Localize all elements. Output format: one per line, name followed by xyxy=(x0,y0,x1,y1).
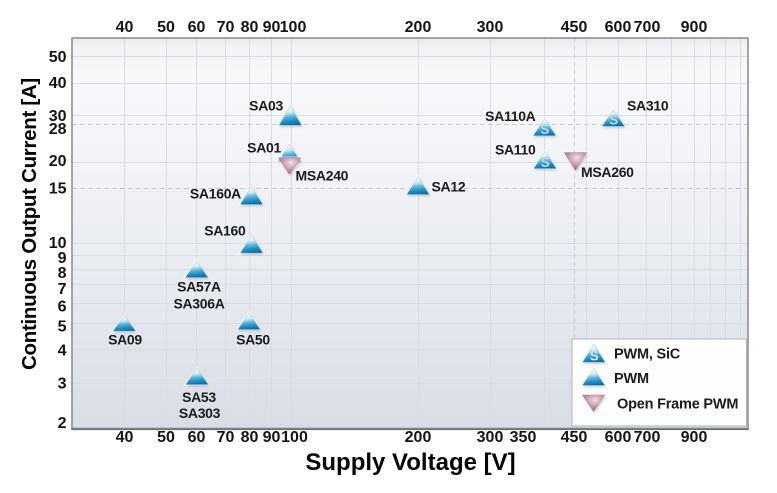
svg-text:7: 7 xyxy=(58,281,67,298)
svg-text:3: 3 xyxy=(58,376,67,393)
svg-text:350: 350 xyxy=(510,429,537,446)
svg-text:100: 100 xyxy=(281,429,308,446)
svg-text:40: 40 xyxy=(49,75,67,92)
svg-text:SA160: SA160 xyxy=(204,223,246,239)
svg-text:Supply Voltage [V]: Supply Voltage [V] xyxy=(305,449,515,476)
svg-text:50: 50 xyxy=(49,49,67,66)
svg-text:600: 600 xyxy=(605,429,632,446)
svg-text:Continuous Output Current [A]: Continuous Output Current [A] xyxy=(18,78,41,370)
svg-text:SA110: SA110 xyxy=(495,142,536,158)
svg-text:28: 28 xyxy=(49,121,67,138)
svg-text:40: 40 xyxy=(116,19,134,36)
svg-text:200: 200 xyxy=(405,19,432,36)
svg-text:8: 8 xyxy=(58,265,67,282)
svg-text:2: 2 xyxy=(58,415,67,432)
svg-text:200: 200 xyxy=(405,429,432,446)
svg-text:50: 50 xyxy=(157,19,175,36)
svg-text:100: 100 xyxy=(280,19,307,36)
svg-text:450: 450 xyxy=(561,429,588,446)
svg-text:SA53: SA53 xyxy=(182,389,216,405)
svg-text:SA306A: SA306A xyxy=(173,296,224,312)
svg-text:70: 70 xyxy=(217,19,235,36)
svg-text:80: 80 xyxy=(241,429,259,446)
svg-text:SA01: SA01 xyxy=(247,140,281,156)
svg-text:20: 20 xyxy=(49,153,67,170)
svg-text:60: 60 xyxy=(188,19,206,36)
svg-text:S: S xyxy=(609,113,618,128)
svg-text:SA09: SA09 xyxy=(108,332,142,348)
svg-text:900: 900 xyxy=(681,429,708,446)
svg-text:900: 900 xyxy=(681,19,708,36)
svg-text:SA03: SA03 xyxy=(249,98,283,114)
svg-text:SA160A: SA160A xyxy=(190,186,241,202)
svg-text:40: 40 xyxy=(116,429,134,446)
svg-text:30: 30 xyxy=(49,108,67,125)
svg-text:6: 6 xyxy=(58,299,67,316)
svg-text:700: 700 xyxy=(634,429,661,446)
svg-text:MSA260: MSA260 xyxy=(581,164,634,180)
svg-text:600: 600 xyxy=(605,19,632,36)
svg-text:10: 10 xyxy=(49,235,67,252)
svg-text:15: 15 xyxy=(49,181,67,198)
svg-text:S: S xyxy=(540,122,549,137)
svg-text:70: 70 xyxy=(217,429,235,446)
svg-text:90: 90 xyxy=(263,19,281,36)
svg-text:300: 300 xyxy=(477,19,504,36)
svg-text:5: 5 xyxy=(58,319,67,336)
svg-text:PWM: PWM xyxy=(614,371,649,387)
svg-text:S: S xyxy=(590,348,599,363)
svg-text:300: 300 xyxy=(477,429,504,446)
svg-text:SA50: SA50 xyxy=(236,332,270,348)
svg-text:SA303: SA303 xyxy=(179,405,221,421)
svg-text:SA57A: SA57A xyxy=(177,279,221,295)
svg-text:Open Frame PWM: Open Frame PWM xyxy=(617,397,738,413)
svg-text:80: 80 xyxy=(241,19,259,36)
svg-text:SA310: SA310 xyxy=(627,98,669,114)
svg-text:450: 450 xyxy=(561,19,588,36)
svg-text:PWM, SiC: PWM, SiC xyxy=(614,347,681,363)
svg-text:50: 50 xyxy=(157,429,175,446)
svg-text:700: 700 xyxy=(634,19,661,36)
svg-text:90: 90 xyxy=(263,429,281,446)
svg-text:SA12: SA12 xyxy=(432,179,466,195)
svg-text:4: 4 xyxy=(58,343,67,360)
svg-text:MSA240: MSA240 xyxy=(296,168,349,184)
svg-text:SA110A: SA110A xyxy=(485,108,536,124)
svg-text:S: S xyxy=(541,155,550,170)
svg-text:9: 9 xyxy=(58,250,67,267)
svg-text:60: 60 xyxy=(188,429,206,446)
